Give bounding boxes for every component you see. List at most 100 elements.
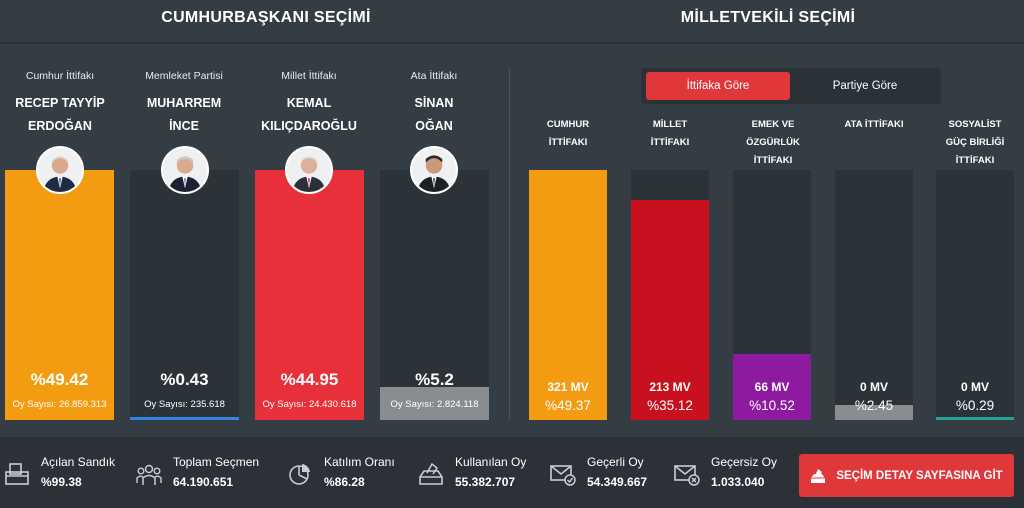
candidate-bar-fill	[255, 170, 364, 420]
candidate-name-first: KEMAL	[286, 96, 332, 110]
alliance-name-line: ÖZGÜRLÜK	[746, 137, 800, 148]
alliance-bar-fill	[631, 200, 709, 420]
envelope-x-icon	[674, 465, 700, 486]
candidate-header: Millet İttifakı KEMAL KILIÇDAROĞLU	[254, 70, 364, 138]
candidate-bar-column: %0.43 Oy Sayısı: 235.618	[130, 170, 239, 420]
alliance-bar-fill	[733, 354, 811, 420]
candidate-votes: Oy Sayısı: 26.859.313	[12, 399, 107, 410]
alliance-name-line: CUMHUR	[546, 119, 590, 130]
section-divider	[509, 68, 510, 420]
candidate-bar-column: %49.42 Oy Sayısı: 26.859.313	[5, 170, 114, 420]
candidate-name-first: RECEP TAYYİP	[15, 96, 105, 110]
stat-value: 54.349.667	[587, 475, 648, 489]
candidate-bar-fill	[380, 387, 489, 420]
stat-value: 64.190.651	[173, 475, 234, 489]
candidate-header: Memleket Partisi MUHARREM İNCE	[129, 70, 239, 138]
alliance-header: CUMHUR İTTİFAKI	[525, 116, 611, 152]
tab-by-party[interactable]: Partiye Göre	[832, 80, 898, 92]
stat-value: 1.033.040	[711, 475, 765, 489]
ballot-box-icon	[5, 463, 29, 485]
alliance-bar-column: 213 MV %35.12	[631, 170, 709, 420]
pie-chart-icon	[289, 464, 310, 485]
candidate-votes: Oy Sayısı: 2.824.118	[390, 399, 479, 410]
header-divider	[0, 42, 1024, 44]
candidate-votes: Oy Sayısı: 24.430.618	[262, 399, 357, 410]
alliance-seats: 321 MV	[547, 380, 589, 394]
candidate-name-last: KILIÇDAROĞLU	[261, 119, 357, 133]
alliance-percent: %49.37	[545, 398, 591, 413]
alliance-percent: %35.12	[647, 398, 693, 413]
candidate-percent: %49.42	[30, 370, 89, 389]
alliance-header: SOSYALİST GÜÇ BİRLİĞİ İTTİFAKI	[932, 116, 1018, 170]
alliance-header: ATA İTTİFAKI	[831, 116, 917, 134]
alliance-bar-fill	[835, 405, 913, 420]
ballot-icon	[811, 468, 826, 483]
alliance-seats: 0 MV	[859, 380, 888, 394]
stat-value: %86.28	[324, 475, 365, 489]
alliance-percent: %10.52	[749, 398, 795, 413]
stat-label: Toplam Seçmen	[173, 455, 260, 469]
stat-label: Açılan Sandık	[41, 455, 116, 469]
stat-label: Katılım Oranı	[324, 455, 395, 469]
alliance-bar-column: 66 MV %10.52	[733, 170, 811, 420]
alliance-percent: %2.45	[854, 398, 894, 413]
alliance-name-line: İTTİFAKI	[650, 137, 690, 148]
candidate-name-first: SİNAN	[414, 96, 454, 110]
election-detail-button[interactable]: SEÇİM DETAY SAYFASINA GİT	[799, 454, 1014, 497]
alliance-header: EMEK VE ÖZGÜRLÜK İTTİFAKI	[730, 116, 816, 170]
candidate-name-first: MUHARREM	[146, 96, 222, 110]
alliance-name-line: MİLLET	[652, 119, 688, 130]
alliance-seats: 213 MV	[649, 380, 691, 394]
election-detail-label: SEÇİM DETAY SAYFASINA GİT	[836, 469, 1003, 482]
alliance-name-line: ATA İTTİFAKI	[844, 119, 904, 130]
stat-label: Geçerli Oy	[587, 455, 644, 469]
candidate-party: Memleket Partisi	[145, 70, 223, 82]
alliance-name-line: İTTİFAKI	[955, 155, 995, 166]
candidate-bar-fill	[5, 170, 114, 420]
candidate-party: Millet İttifakı	[281, 70, 337, 82]
candidate-name-last: ERDOĞAN	[28, 119, 92, 133]
stat-label: Kullanılan Oy	[455, 455, 527, 469]
parliament-section-title: MİLLETVEKİLİ SEÇİMİ	[680, 9, 856, 26]
alliance-bar-column: 321 MV %49.37	[529, 170, 607, 420]
alliance-bar-column: 0 MV %2.45	[835, 170, 913, 420]
tab-by-alliance[interactable]: İttifaka Göre	[646, 72, 790, 100]
stat-value: %99.38	[41, 475, 82, 489]
candidate-bar-column: %5.2 Oy Sayısı: 2.824.118	[380, 170, 489, 420]
candidate-party: Cumhur İttifakı	[25, 70, 95, 82]
results-mode-toggle: İttifaka Göre Partiye Göre	[641, 68, 941, 104]
candidate-avatar	[410, 146, 458, 194]
alliance-name-line: İTTİFAKI	[548, 137, 588, 148]
candidate-name-last: OĞAN	[415, 119, 453, 133]
alliance-seats: 0 MV	[960, 380, 989, 394]
alliance-bar-column: 0 MV %0.29	[936, 170, 1014, 420]
vote-box-icon	[419, 462, 443, 485]
people-icon	[136, 464, 162, 485]
candidate-avatar	[285, 146, 333, 194]
alliance-name-line: GÜÇ BİRLİĞİ	[945, 137, 1005, 148]
stats-bar: Açılan Sandık %99.38 Toplam Seçmen 64.19…	[0, 437, 1024, 508]
envelope-check-icon	[550, 465, 576, 486]
alliance-bar-fill	[936, 417, 1014, 420]
alliance-name-line: İTTİFAKI	[753, 155, 793, 166]
alliance-percent: %0.29	[955, 398, 995, 413]
candidate-header: Cumhur İttifakı RECEP TAYYİP ERDOĞAN	[5, 70, 115, 138]
candidate-name-last: İNCE	[169, 119, 199, 133]
stat-value: 55.382.707	[455, 475, 516, 489]
alliance-header: MİLLET İTTİFAKI	[627, 116, 713, 152]
alliance-seats: 66 MV	[754, 380, 790, 394]
candidate-bar-column: %44.95 Oy Sayısı: 24.430.618	[255, 170, 364, 420]
candidate-percent: %0.43	[160, 370, 209, 389]
candidate-party: Ata İttifakı	[410, 70, 458, 82]
candidate-avatar	[36, 146, 84, 194]
candidate-bar-fill	[130, 417, 239, 420]
candidate-avatar	[161, 146, 209, 194]
alliance-name-line: SOSYALİST	[948, 119, 1002, 130]
alliance-bar-fill	[529, 170, 607, 420]
candidate-percent: %5.2	[415, 370, 454, 389]
alliance-name-line: EMEK VE	[751, 119, 795, 130]
candidate-percent: %44.95	[280, 370, 339, 389]
candidate-votes: Oy Sayısı: 235.618	[144, 399, 225, 410]
candidate-header: Ata İttifakı SİNAN OĞAN	[379, 70, 489, 138]
presidential-section-title: CUMHURBAŞKANI SEÇİMİ	[161, 9, 371, 26]
